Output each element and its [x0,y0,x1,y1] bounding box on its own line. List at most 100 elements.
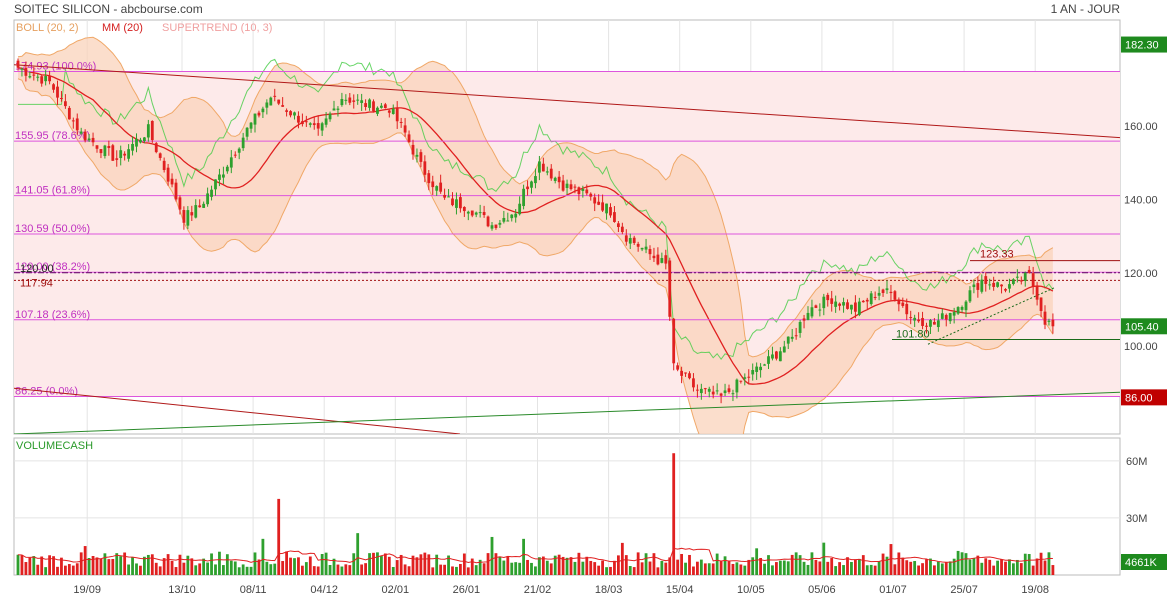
candle[interactable] [885,280,889,294]
candle[interactable] [143,136,146,144]
candle[interactable] [964,300,968,318]
candle[interactable] [620,222,624,235]
candle[interactable] [775,350,778,361]
candle[interactable] [466,210,470,221]
candle[interactable] [514,209,518,223]
candle[interactable] [980,274,984,294]
candle[interactable] [676,362,680,372]
candle[interactable] [372,99,375,113]
candle[interactable] [482,205,486,218]
candle[interactable] [399,117,403,128]
candle[interactable] [557,171,561,189]
candle[interactable] [391,104,395,115]
candle[interactable] [727,384,731,394]
candle[interactable] [186,206,190,230]
candle[interactable] [707,386,711,398]
candle[interactable] [944,313,948,327]
candle[interactable] [344,94,348,105]
candle[interactable] [332,100,336,111]
candle[interactable] [111,143,115,161]
candle[interactable] [316,115,320,136]
candle[interactable] [336,106,340,117]
candle[interactable] [348,92,352,106]
candle[interactable] [395,101,399,129]
candle[interactable] [909,310,913,325]
candle[interactable] [1004,288,1007,293]
candle[interactable] [139,137,142,144]
candle[interactable] [1051,313,1055,334]
candle[interactable] [166,163,170,186]
candle[interactable] [48,70,51,85]
candle[interactable] [731,389,735,402]
candle[interactable] [806,306,810,321]
candle[interactable] [613,206,616,223]
candle[interactable] [869,290,873,306]
candle[interactable] [494,224,498,230]
candle[interactable] [929,318,932,334]
candle[interactable] [628,233,632,250]
candle[interactable] [822,293,826,316]
candle[interactable] [553,176,557,184]
candle[interactable] [71,117,75,129]
candle[interactable] [782,340,786,353]
candle[interactable] [474,211,478,218]
candle[interactable] [52,83,55,93]
candle[interactable] [684,372,687,377]
candle[interactable] [403,118,407,137]
candle[interactable] [439,174,443,194]
candle[interactable] [427,169,431,191]
candle[interactable] [222,166,225,185]
candle[interactable] [119,145,123,166]
candle[interactable] [534,168,537,189]
candle[interactable] [123,151,127,161]
candle[interactable] [794,327,798,340]
candle[interactable] [968,286,972,304]
candle[interactable] [447,189,450,198]
candle[interactable] [498,219,502,228]
candle[interactable] [245,127,249,141]
candle[interactable] [237,147,241,160]
candle[interactable] [95,145,99,153]
candle[interactable] [751,363,755,381]
candle[interactable] [747,369,751,385]
candle[interactable] [376,106,379,117]
period-label[interactable]: 1 AN - JOUR [1050,2,1120,16]
candle[interactable] [755,362,759,380]
candle[interactable] [735,378,739,399]
candle[interactable] [850,304,853,315]
candle[interactable] [360,93,364,111]
candle[interactable] [486,215,490,228]
candle[interactable] [723,383,727,397]
candle[interactable] [956,306,960,315]
candle[interactable] [24,61,28,82]
candle[interactable] [210,185,213,201]
candle[interactable] [857,297,861,317]
candle[interactable] [739,380,743,384]
candle[interactable] [158,152,162,161]
candle[interactable] [459,193,462,213]
candle[interactable] [518,196,522,216]
candle[interactable] [921,311,924,330]
candle[interactable] [44,70,48,86]
candle[interactable] [261,106,265,119]
candle[interactable] [549,164,553,181]
candle[interactable] [905,298,909,321]
candle[interactable] [846,299,849,310]
candle[interactable] [490,222,494,231]
candle[interactable] [988,278,992,290]
candle[interactable] [1043,305,1047,330]
candle[interactable] [87,133,91,143]
candle[interactable] [225,164,229,174]
candle[interactable] [861,300,865,303]
candle[interactable] [506,212,510,222]
candle[interactable] [202,201,206,208]
candle[interactable] [1015,269,1019,283]
candle[interactable] [569,179,573,191]
candle[interactable] [656,247,660,266]
candle[interactable] [581,185,585,198]
candle[interactable] [67,105,71,120]
candle[interactable] [206,187,209,207]
candle[interactable] [577,186,581,201]
candle[interactable] [652,247,656,262]
candle[interactable] [530,180,533,194]
